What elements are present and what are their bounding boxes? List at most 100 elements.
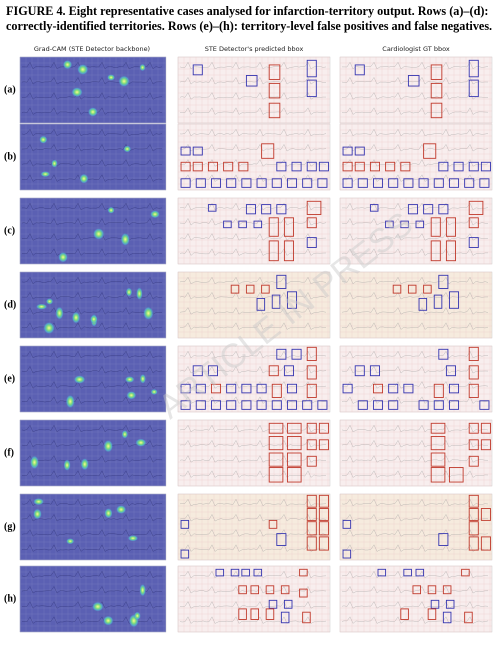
bbox (306, 508, 317, 521)
heat-blob (125, 287, 133, 297)
bbox (245, 75, 258, 87)
bbox (468, 536, 479, 551)
ecg-trace (341, 439, 489, 448)
bbox (286, 452, 302, 467)
ecg-trace (341, 455, 489, 463)
heat-blob (80, 457, 90, 471)
panel (339, 419, 493, 487)
bbox (276, 348, 287, 360)
heat-blob (66, 538, 75, 545)
bbox (445, 365, 456, 377)
bbox (245, 204, 256, 215)
row-label: (g) (4, 521, 16, 532)
heat-blob (123, 145, 132, 153)
ecg-trace (21, 202, 163, 211)
ecg-bg (177, 197, 331, 265)
row-label: (e) (4, 373, 15, 384)
heat-blob (29, 455, 40, 470)
bbox (223, 161, 234, 172)
bbox (210, 178, 222, 188)
bbox (286, 436, 302, 451)
bbox (180, 519, 190, 529)
bbox (430, 452, 446, 467)
bbox (318, 161, 329, 172)
bbox (418, 400, 429, 410)
heat-blob (51, 159, 58, 168)
bbox (407, 204, 418, 215)
bbox (479, 178, 490, 188)
ecg-trace (21, 248, 163, 256)
ecg-trace (21, 570, 163, 579)
ecg-trace (341, 307, 489, 315)
bbox (418, 297, 428, 311)
bbox (430, 102, 443, 119)
ecg-trace (179, 128, 327, 137)
bbox (342, 178, 353, 188)
bbox (271, 294, 281, 309)
bbox (407, 75, 420, 87)
bbox (342, 549, 352, 559)
panel (19, 419, 167, 487)
bbox (241, 568, 250, 577)
bbox (448, 178, 460, 188)
bbox (400, 608, 409, 620)
bbox (261, 143, 275, 159)
ecg-trace (179, 61, 327, 70)
bbox (207, 204, 217, 212)
bbox (480, 508, 491, 521)
ecg-trace (341, 585, 489, 594)
bbox (480, 422, 491, 434)
bbox (461, 568, 470, 577)
bbox (276, 204, 287, 215)
bbox (430, 467, 446, 483)
ecg-trace (21, 601, 163, 609)
row-label: (b) (4, 151, 16, 162)
heat-blob (40, 171, 51, 178)
bbox (468, 161, 479, 172)
bbox (354, 161, 365, 172)
heat-blob (92, 227, 105, 240)
ecg-trace (341, 322, 489, 330)
bbox (318, 508, 329, 521)
bbox (280, 585, 290, 595)
bbox (480, 161, 491, 172)
bbox (354, 146, 365, 156)
bbox (468, 346, 479, 361)
bbox (354, 365, 365, 377)
bbox (306, 217, 317, 229)
bbox (241, 383, 252, 394)
bbox (433, 178, 444, 188)
heat-blob (150, 388, 158, 395)
bbox (372, 400, 384, 410)
bbox (306, 161, 317, 172)
bbox (369, 365, 380, 377)
panel (177, 56, 331, 124)
heat-blob (126, 390, 137, 400)
heat-blob (133, 611, 141, 621)
bbox (403, 568, 412, 577)
ecg-trace (179, 544, 327, 552)
bbox (306, 237, 317, 248)
bbox (192, 64, 203, 76)
bbox (253, 220, 263, 229)
ecg-trace (341, 92, 489, 100)
ecg-trace (341, 107, 489, 115)
heat-blob (58, 251, 69, 263)
ecg-trace (179, 365, 327, 374)
ecg-trace (179, 616, 327, 624)
bbox (306, 59, 317, 78)
heat-blob (91, 601, 104, 612)
ecg-trace (179, 76, 327, 85)
bbox (280, 611, 290, 624)
bbox (226, 383, 237, 394)
bbox (468, 237, 479, 248)
bbox (268, 102, 281, 119)
bbox (306, 383, 317, 398)
heat-blob (71, 311, 81, 324)
bbox (357, 400, 368, 410)
heat-blob (62, 59, 73, 70)
bbox (268, 240, 279, 262)
bbox (265, 608, 275, 620)
heat-blob (45, 298, 54, 305)
bbox (388, 383, 399, 394)
